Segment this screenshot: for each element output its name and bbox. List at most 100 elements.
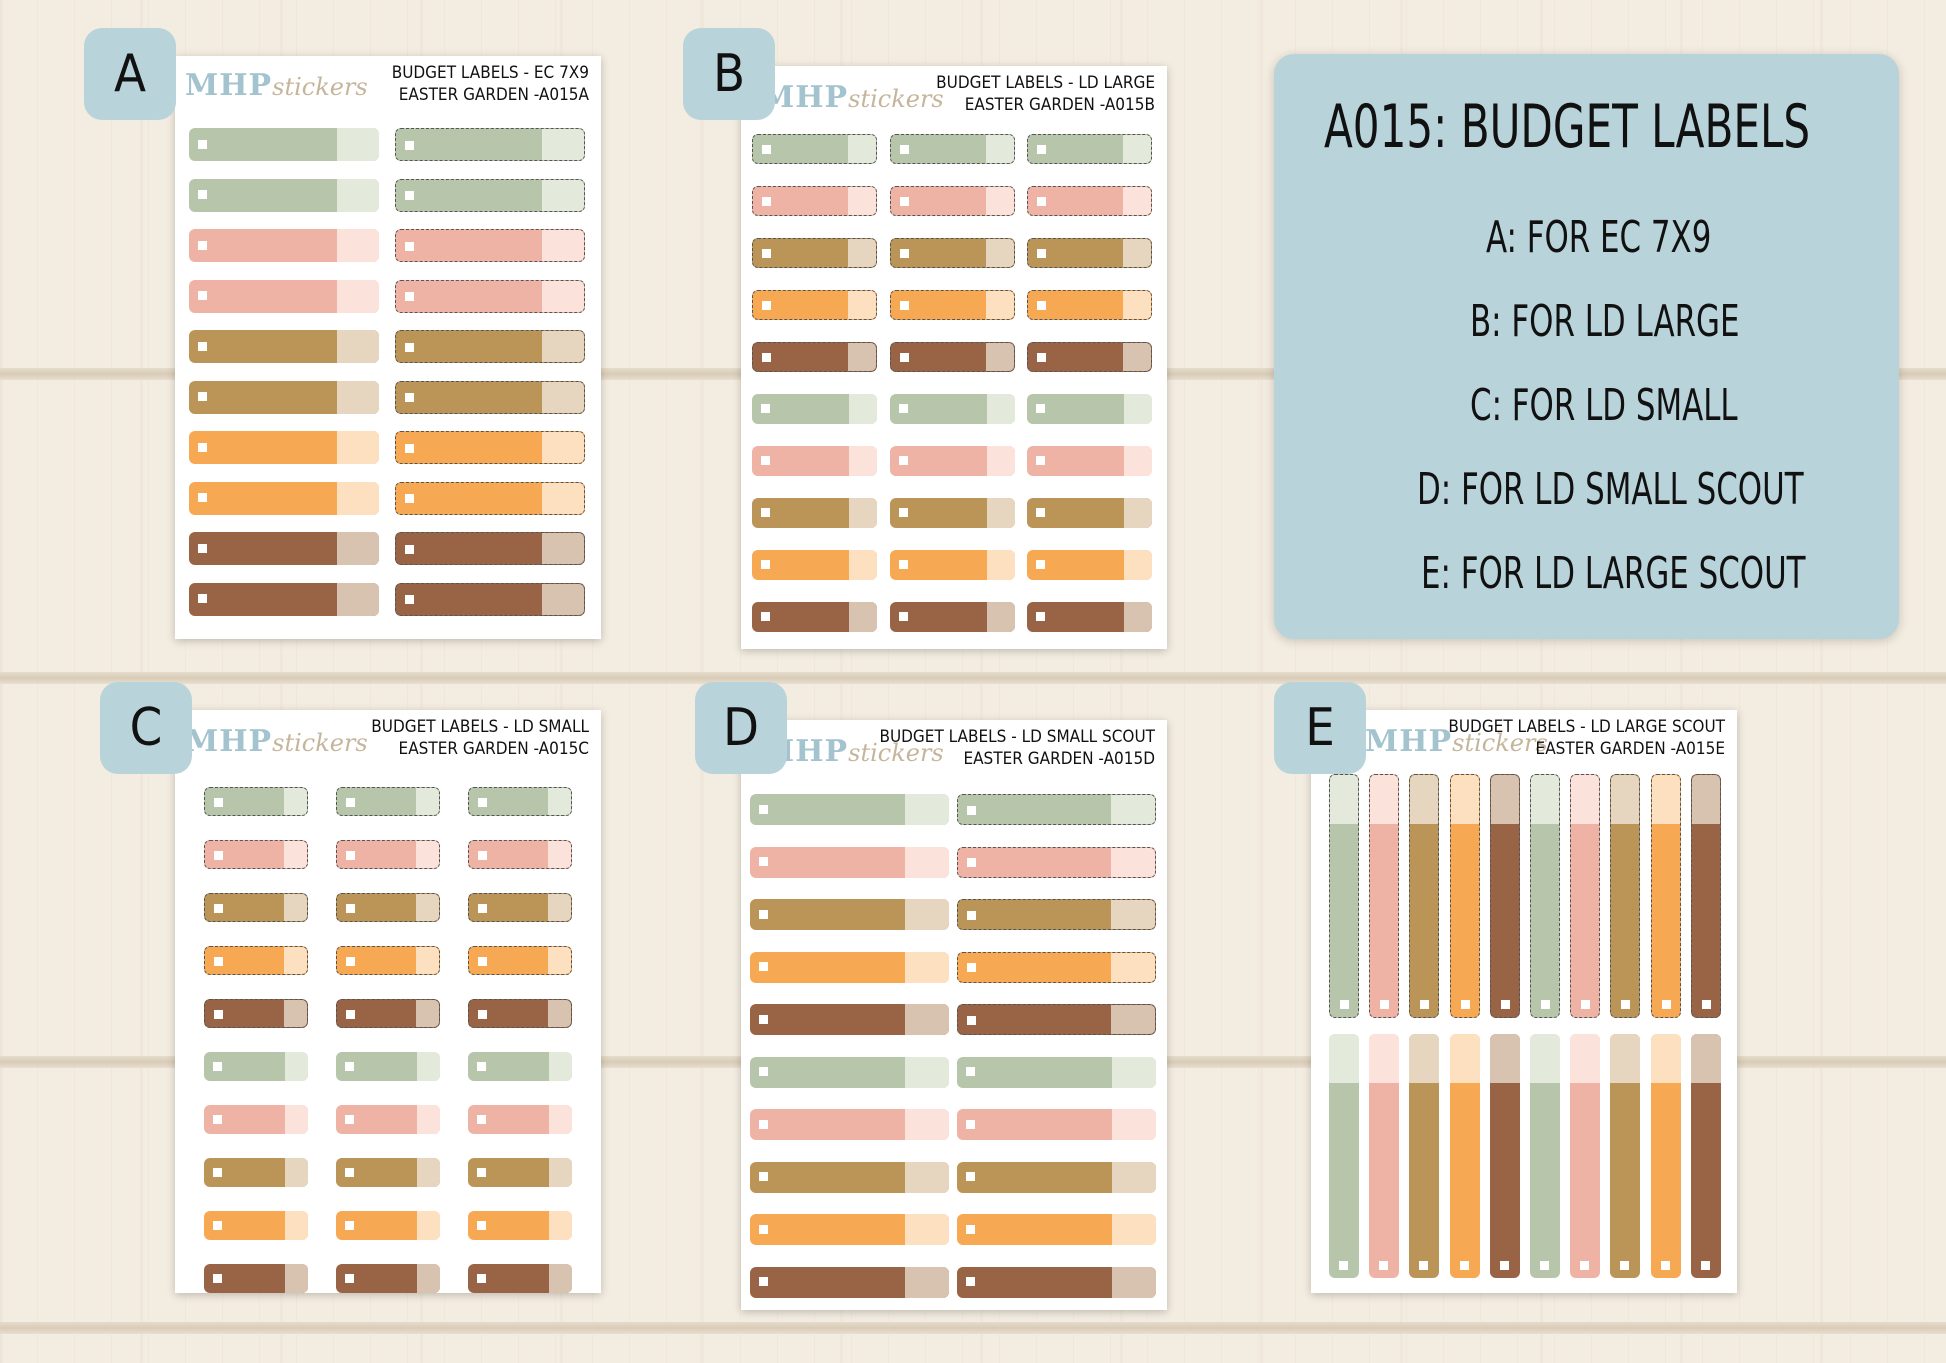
checkbox-square <box>214 956 223 966</box>
brand-logo: MHPstickers <box>185 68 368 103</box>
label-tip <box>285 1211 308 1240</box>
sheet-c[interactable]: MHPstickers BUDGET LABELS - LD SMALL EAST… <box>175 710 601 1293</box>
budget-label <box>336 1158 440 1187</box>
label-tip <box>1112 1109 1156 1140</box>
budget-label <box>204 999 308 1028</box>
label-tip <box>1112 1056 1156 1088</box>
budget-label <box>189 229 379 262</box>
budget-label <box>204 946 308 975</box>
checkbox-square <box>967 805 976 815</box>
checkbox-square <box>1379 1261 1389 1270</box>
checkbox-square <box>1540 1261 1549 1270</box>
budget-label <box>889 134 1015 164</box>
sheet-title: BUDGET LABELS - LD SMALL EASTER GARDEN -A… <box>371 717 589 759</box>
label-tip <box>1570 1034 1601 1083</box>
budget-label <box>468 1211 572 1240</box>
checkbox-square <box>478 1009 487 1019</box>
checkbox-square <box>898 612 908 621</box>
label-tip <box>1571 775 1600 824</box>
checkbox-square <box>405 342 414 352</box>
label-tip <box>1112 1266 1156 1298</box>
budget-label <box>957 794 1156 825</box>
checkbox-square <box>405 140 414 150</box>
checkbox-square <box>1620 1261 1630 1270</box>
checkbox-square <box>966 1224 975 1234</box>
checkbox-square <box>1037 197 1046 206</box>
label-tip <box>285 1158 308 1187</box>
budget-label <box>395 229 585 262</box>
checkbox-square <box>405 544 414 554</box>
sheet-e[interactable]: MHPstickers BUDGET LABELS - LD LARGE SCO… <box>1311 710 1737 1293</box>
label-tip <box>549 1264 572 1293</box>
budget-label <box>336 893 440 922</box>
label-tip <box>548 1000 571 1027</box>
budget-label <box>189 532 379 565</box>
label-tip <box>549 1158 572 1187</box>
checkbox-square <box>1036 612 1045 621</box>
budget-label <box>395 380 585 414</box>
budget-label <box>752 238 877 268</box>
label-tip <box>1610 1034 1641 1083</box>
label-tip <box>548 841 571 868</box>
label-tip <box>849 550 877 580</box>
budget-label <box>468 946 572 975</box>
label-tip <box>337 582 379 616</box>
checkbox-square <box>198 341 207 351</box>
budget-label <box>204 1264 308 1293</box>
budget-label <box>1027 186 1152 216</box>
label-tip <box>337 481 379 515</box>
checkbox-square <box>345 1220 354 1230</box>
checkbox-square <box>346 956 355 966</box>
checkbox-square <box>899 249 909 258</box>
label-tip <box>1690 1034 1721 1083</box>
budget-label <box>1027 394 1152 424</box>
label-tip <box>905 846 949 878</box>
budget-label <box>336 1052 440 1081</box>
budget-label <box>395 431 585 464</box>
checkbox-square <box>345 1061 354 1071</box>
budget-label <box>752 134 877 164</box>
checkbox-square <box>1701 1000 1711 1009</box>
budget-label <box>336 999 440 1028</box>
budget-label <box>889 394 1015 424</box>
label-tip <box>1112 1161 1156 1193</box>
label-tip <box>1124 394 1152 424</box>
label-tip <box>284 841 307 868</box>
checkbox-square <box>1499 1261 1509 1270</box>
label-tip <box>548 894 571 921</box>
budget-label <box>889 446 1015 476</box>
checkbox-square <box>899 301 909 310</box>
sheet-a[interactable]: MHPstickers BUDGET LABELS - EC 7X9 EASTER… <box>175 56 601 639</box>
checkbox-square <box>478 956 487 966</box>
label-tip <box>337 532 379 565</box>
budget-label-vertical <box>1650 1034 1681 1278</box>
budget-label <box>468 1158 572 1187</box>
checkbox-square <box>1541 1000 1550 1009</box>
checkbox-square <box>346 1009 355 1019</box>
checkbox-square <box>762 301 771 310</box>
sheet-badge-a: A <box>84 28 176 120</box>
checkbox-square <box>198 139 207 149</box>
label-tip <box>1111 1005 1155 1034</box>
budget-label <box>750 1004 949 1035</box>
checkbox-square <box>1500 1000 1510 1009</box>
budget-label <box>395 582 585 616</box>
budget-label <box>957 1161 1156 1193</box>
label-tip <box>905 1266 949 1298</box>
label-tip <box>1123 187 1151 215</box>
info-panel: A015: BUDGET LABELS A: FOR EC 7X9 B: FOR… <box>1274 54 1899 639</box>
label-tip <box>1651 775 1680 824</box>
checkbox-square <box>898 560 908 569</box>
label-tip <box>285 1264 308 1293</box>
budget-label <box>395 128 585 161</box>
label-tip <box>542 129 584 160</box>
budget-label <box>957 899 1156 930</box>
info-title: A015: BUDGET LABELS <box>1324 92 1811 162</box>
label-tip <box>1531 775 1559 824</box>
sheet-b[interactable]: MHPstickers BUDGET LABELS - LD LARGE EAST… <box>741 66 1167 649</box>
checkbox-square <box>213 1167 222 1177</box>
label-tip <box>417 1052 440 1081</box>
label-tip <box>285 1052 308 1081</box>
sheet-d[interactable]: MHPstickers BUDGET LABELS - LD SMALL SCO… <box>741 720 1167 1310</box>
checkbox-square <box>198 392 207 401</box>
